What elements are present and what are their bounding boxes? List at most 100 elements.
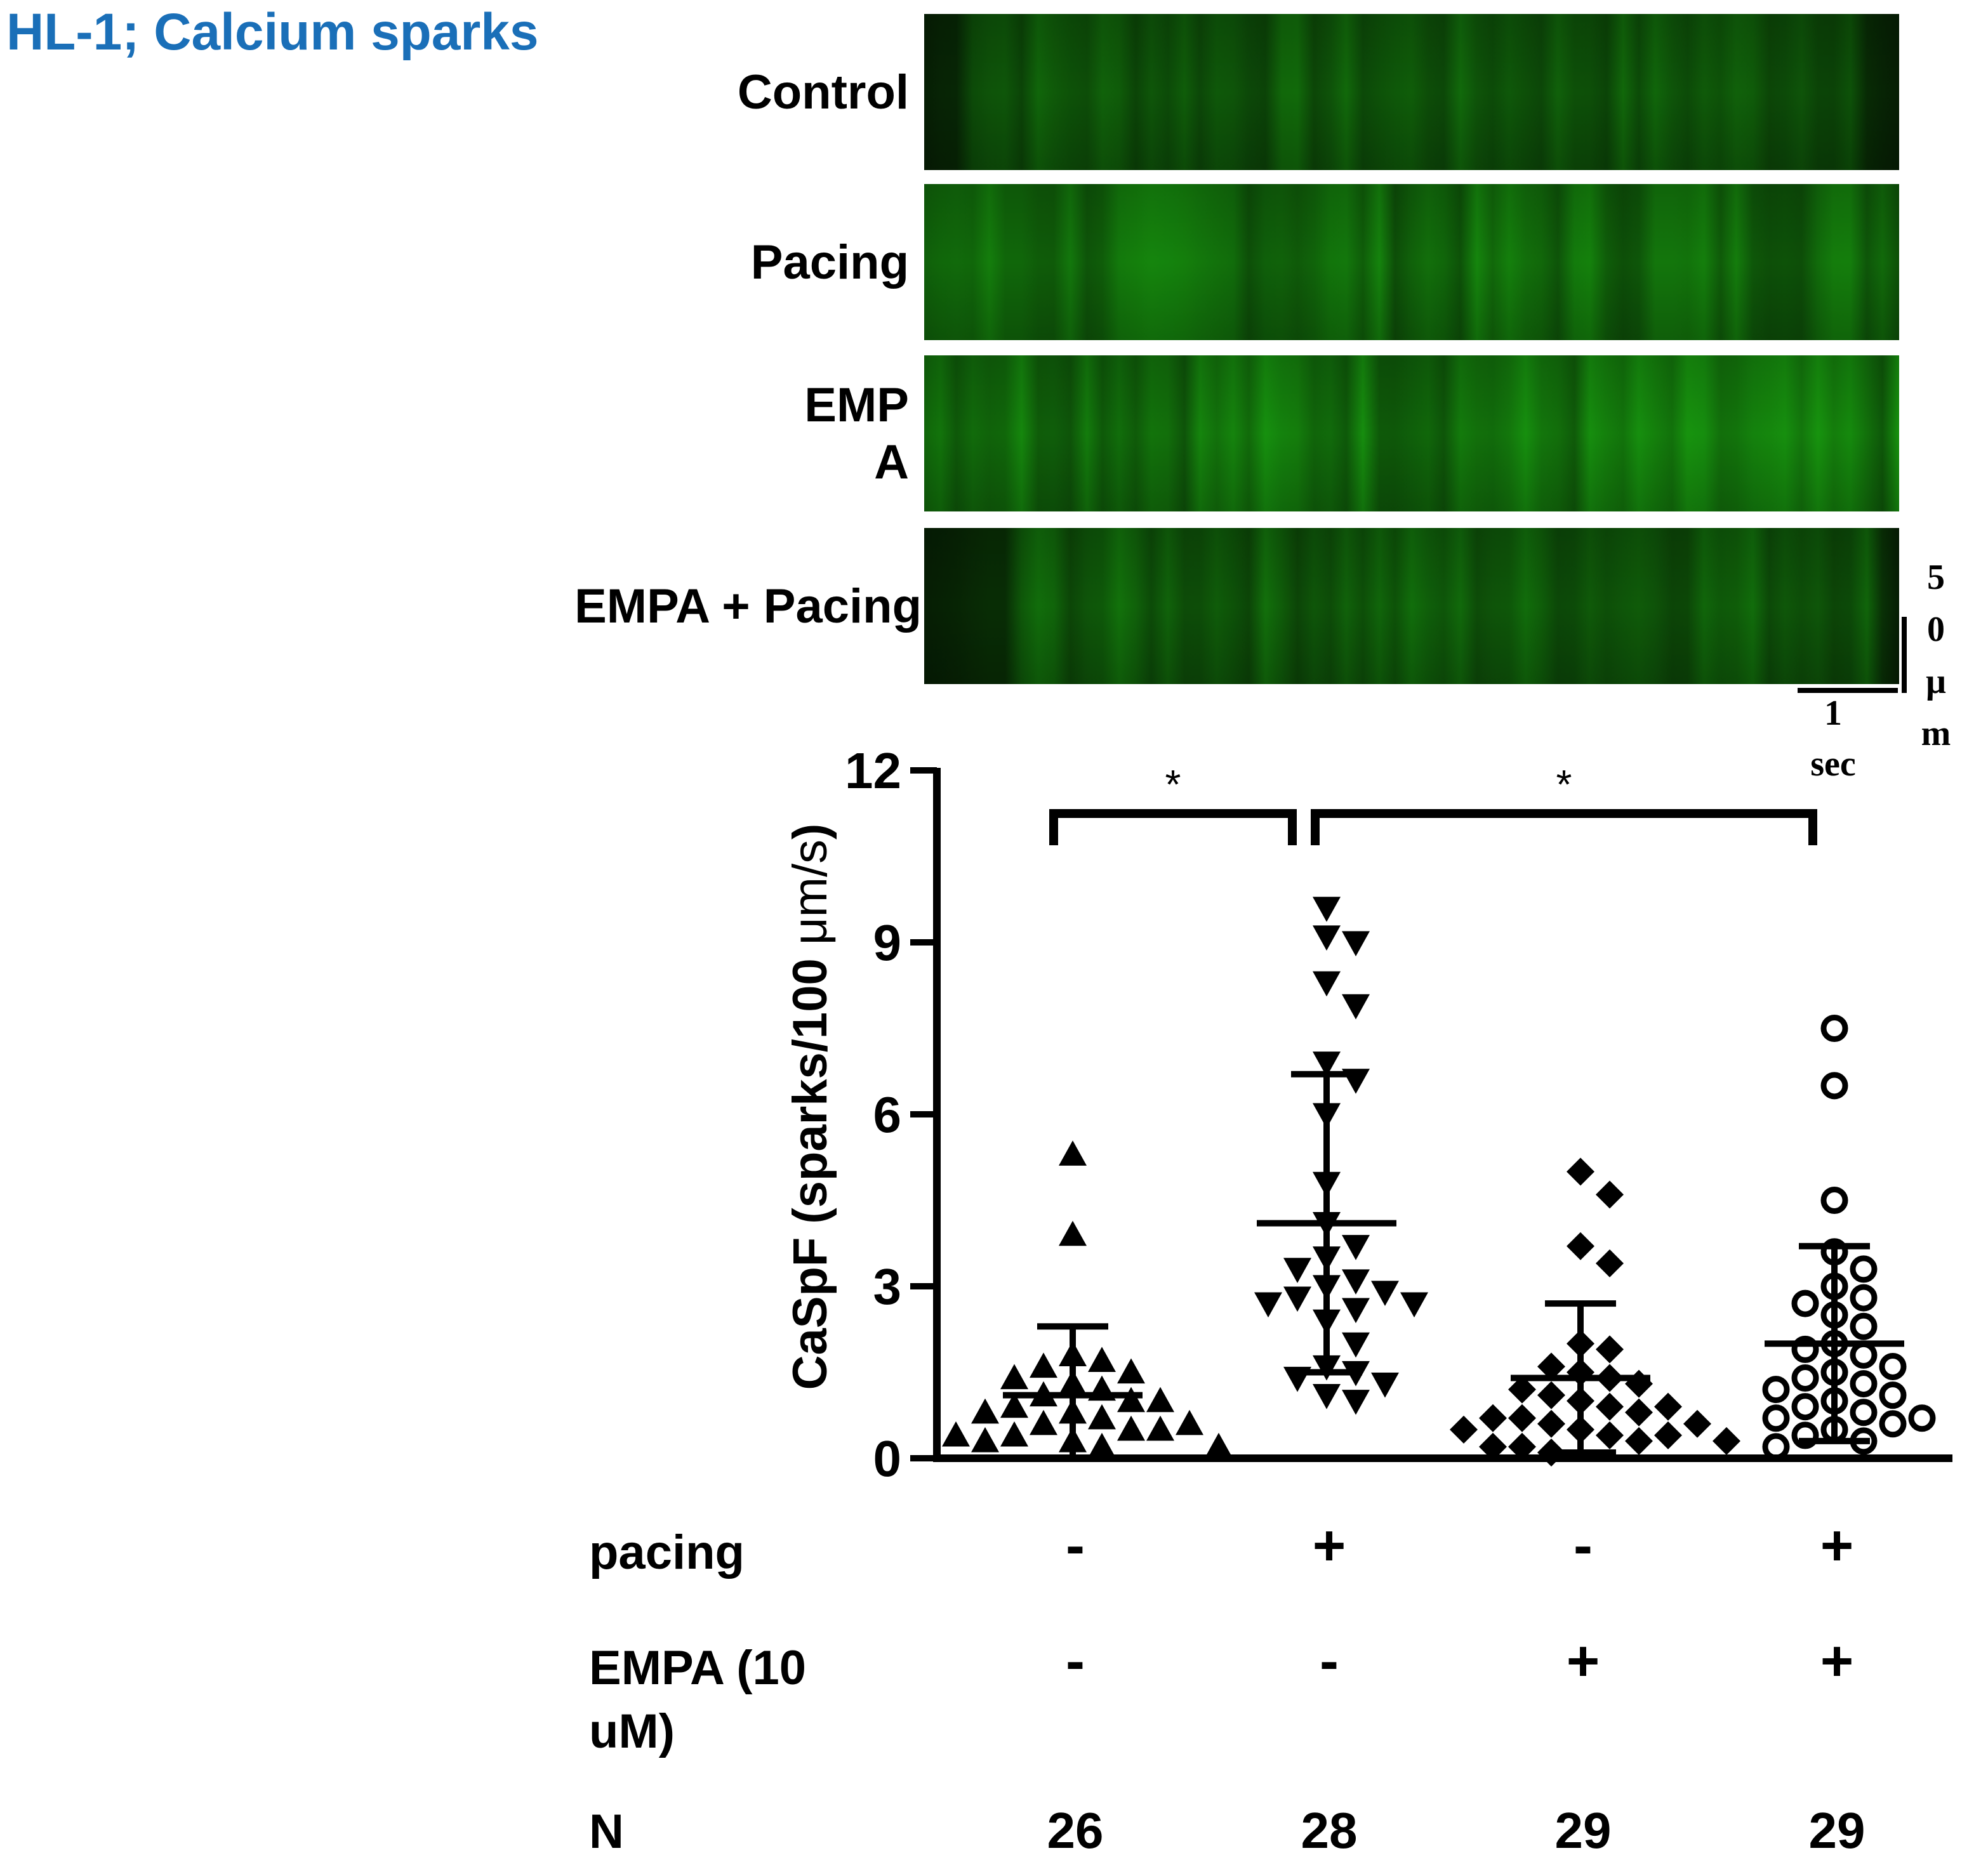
data-point-circle xyxy=(1879,1410,1907,1438)
data-point-diamond xyxy=(1479,1432,1507,1461)
condition-cell: 29 xyxy=(1809,1802,1865,1859)
condition-row-label: pacing xyxy=(589,1526,745,1579)
mean-sd-bars xyxy=(1003,1071,1904,1461)
data-point-triangle-up xyxy=(1088,1404,1116,1430)
data-point-circle xyxy=(1879,1352,1907,1380)
condition-cell: + xyxy=(1820,1514,1854,1578)
condition-table: pacing - + - + EMPA (10 uM) - - + + N 26 28 29 29 xyxy=(589,1514,1865,1859)
data-point-triangle-up xyxy=(1205,1432,1233,1458)
data-point-diamond xyxy=(1537,1381,1565,1409)
condition-cell: - xyxy=(1066,1630,1085,1693)
y-tick-label: 9 xyxy=(873,914,902,971)
significance-bracket xyxy=(1049,809,1297,845)
linescan-label: Pacing xyxy=(751,235,909,289)
data-point-diamond xyxy=(1625,1427,1653,1455)
data-point-circle xyxy=(1850,1255,1878,1283)
data-point-circle xyxy=(1762,1376,1790,1404)
data-point-triangle-up xyxy=(971,1398,999,1424)
data-point-triangle-up xyxy=(1088,1432,1116,1458)
linescan-shading xyxy=(924,355,1899,511)
data-point-diamond xyxy=(1537,1352,1565,1381)
y-tick-label: 3 xyxy=(873,1258,902,1315)
data-point-circle xyxy=(1879,1381,1907,1409)
data-point-circle xyxy=(1762,1433,1790,1461)
condition-cell: + xyxy=(1567,1630,1600,1693)
data-point-circle xyxy=(1850,1312,1878,1340)
condition-row-label: N xyxy=(589,1805,624,1859)
data-point-triangle-up xyxy=(1059,1140,1087,1166)
scale-bar: 5 0 μm 1 sec xyxy=(1798,558,1951,784)
condition-cell: + xyxy=(1313,1514,1346,1578)
significance-label: * xyxy=(1165,761,1181,807)
data-point-diamond xyxy=(1596,1335,1624,1364)
data-point-diamond xyxy=(1596,1180,1624,1209)
data-point-triangle-up xyxy=(1117,1415,1145,1441)
data-point-triangle-down xyxy=(1342,994,1370,1020)
linescan-label: EMP xyxy=(804,378,909,432)
data-point-triangle-down xyxy=(1283,1258,1311,1283)
data-point-diamond xyxy=(1508,1432,1536,1461)
data-point-triangle-down xyxy=(1342,1332,1370,1358)
data-point-triangle-up xyxy=(942,1421,970,1447)
condition-cell: 28 xyxy=(1301,1802,1358,1859)
data-point-circle xyxy=(1850,1341,1878,1369)
data-point-circle xyxy=(1850,1284,1878,1312)
condition-cell: - xyxy=(1066,1514,1085,1578)
scale-bar-vertical-label: 0 xyxy=(1927,610,1945,649)
data-point-triangle-up xyxy=(1000,1392,1028,1418)
data-point-triangle-down xyxy=(1371,1372,1399,1398)
linescan-shading xyxy=(924,184,1899,340)
data-point-diamond xyxy=(1567,1232,1594,1260)
data-point-diamond xyxy=(1654,1421,1682,1449)
scale-bar-horizontal-label: sec xyxy=(1810,744,1856,784)
condition-row-label: uM) xyxy=(589,1704,675,1758)
condition-cell: + xyxy=(1820,1630,1854,1693)
condition-cell: - xyxy=(1574,1514,1593,1578)
data-point-triangle-down xyxy=(1342,1269,1370,1295)
data-point-triangle-down xyxy=(1313,925,1341,951)
scale-bar-vertical-label: 5 xyxy=(1927,558,1945,597)
linescan-label: EMPA + Pacing xyxy=(574,579,922,633)
data-point-diamond xyxy=(1596,1421,1624,1449)
data-point-circle xyxy=(1908,1404,1936,1432)
figure-title: HL-1; Calcium sparks xyxy=(6,3,539,61)
data-point-diamond xyxy=(1625,1369,1653,1398)
y-axis-title-suffix: ) xyxy=(783,824,837,840)
data-point-diamond xyxy=(1625,1398,1653,1427)
data-point-triangle-up xyxy=(1030,1352,1057,1378)
condition-cell: - xyxy=(1320,1630,1339,1693)
y-axis-title-unit: μm/s xyxy=(783,840,837,945)
data-point-triangle-down xyxy=(1400,1292,1428,1318)
data-point-triangle-down xyxy=(1313,897,1341,922)
data-point-triangle-up xyxy=(1000,1421,1028,1447)
data-point-diamond xyxy=(1508,1375,1536,1404)
y-tick-label: 0 xyxy=(873,1430,902,1487)
condition-cell: 29 xyxy=(1555,1802,1612,1859)
scale-bar-vertical-label: m xyxy=(1921,714,1951,753)
y-axis-ticks: 0 3 6 9 12 xyxy=(845,742,937,1487)
data-point-triangle-up xyxy=(1030,1409,1057,1435)
y-tick-label: 12 xyxy=(845,742,901,799)
significance-label: * xyxy=(1556,761,1572,807)
data-point-triangle-down xyxy=(1342,1298,1370,1324)
data-point-diamond xyxy=(1508,1404,1536,1432)
condition-cell: 26 xyxy=(1047,1802,1104,1859)
data-point-triangle-down xyxy=(1254,1292,1282,1318)
data-point-triangle-down xyxy=(1313,971,1341,997)
data-point-triangle-up xyxy=(1117,1358,1145,1384)
data-point-diamond xyxy=(1450,1415,1478,1444)
data-point-circle xyxy=(1820,1015,1848,1042)
data-point-diamond xyxy=(1683,1409,1711,1438)
data-point-triangle-up xyxy=(1146,1387,1174,1413)
data-point-diamond xyxy=(1537,1409,1565,1438)
y-tick-label: 6 xyxy=(873,1086,902,1143)
data-point-triangle-down xyxy=(1313,1051,1341,1077)
data-point-triangle-down xyxy=(1313,1384,1341,1409)
data-point-circle xyxy=(1791,1364,1819,1392)
scale-bar-vertical-label: μ xyxy=(1926,662,1946,701)
data-point-triangle-down xyxy=(1342,931,1370,956)
data-point-diamond xyxy=(1596,1392,1624,1421)
data-point-triangle-up xyxy=(1088,1347,1116,1373)
